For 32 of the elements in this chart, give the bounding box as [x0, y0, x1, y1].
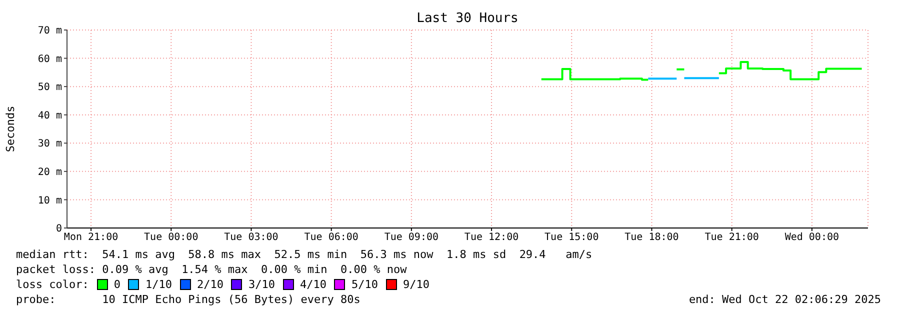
x-tick-label: Wed 00:00 [784, 232, 840, 244]
legend-label: 9/10 [402, 277, 430, 292]
text: median rtt: 54.1 ms avg 58.8 ms max 52.5 ms min 56.3 ms now 1.8 ms sd 29.4 am/s [16, 247, 592, 262]
legend-label: 1/10 [145, 277, 172, 292]
x-tick-label: Tue 12:00 [464, 232, 519, 244]
text: probe: 10 ICMP Echo Pings (56 Bytes) every 80s [16, 292, 362, 307]
x-tick-label: Tue 03:00 [224, 232, 278, 244]
y-tick-label: 30 m [38, 138, 62, 150]
text: end: Wed Oct 22 02:06:29 2025 [688, 292, 881, 307]
x-tick-label: Tue 09:00 [384, 232, 439, 244]
y-tick-label: 40 m [38, 110, 62, 122]
y-tick-label: 50 m [38, 82, 62, 94]
legend-label: 2/10 [196, 277, 224, 292]
legend-label: 0 [114, 277, 120, 292]
text: packet loss: 0.09 % avg 1.54 % max 0.00 % min 0.00 % now [16, 262, 408, 277]
x-tick-label: Tue 06:00 [304, 232, 358, 244]
y-tick-label: 0 [56, 224, 62, 235]
y-tick-label: 70 m [38, 26, 62, 37]
x-tick-label: Mon 21:00 [64, 232, 118, 244]
y-tick-label: 60 m [38, 54, 62, 65]
x-tick-label: Tue 00:00 [144, 232, 198, 244]
y-tick-label: 10 m [38, 195, 62, 206]
x-tick-label: Tue 18:00 [624, 232, 679, 244]
x-tick-label: Tue 21:00 [704, 232, 759, 244]
legend-label: 4/10 [300, 277, 326, 292]
legend-title: loss color: [16, 277, 89, 292]
x-tick-label: Tue 15:00 [544, 232, 599, 244]
legend-label: 3/10 [248, 277, 275, 292]
y-tick-label: 20 m [38, 166, 62, 178]
legend-label: 5/10 [351, 277, 378, 292]
chart-title: Last 30 Hours [416, 11, 520, 26]
y-axis-title: Seconds [4, 106, 17, 152]
